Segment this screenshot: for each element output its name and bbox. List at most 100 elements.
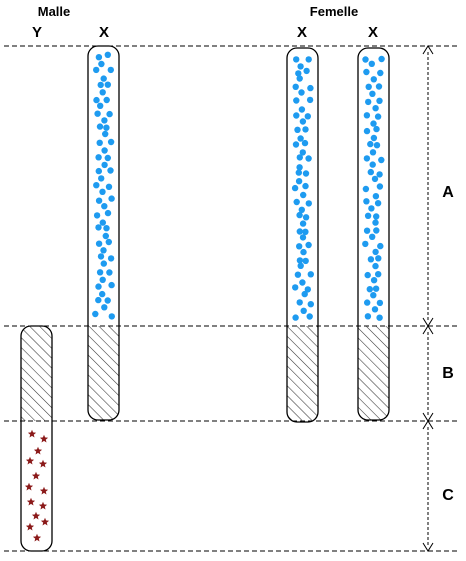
blue-dot: [375, 83, 383, 90]
blue-dot: [99, 276, 106, 283]
blue-dot: [362, 240, 369, 248]
blue-dot: [102, 232, 110, 240]
blue-dot: [292, 314, 299, 321]
red-star: [32, 533, 42, 542]
region-a-arrow: [422, 45, 434, 327]
blue-dot: [367, 140, 374, 148]
blue-dot: [108, 313, 116, 320]
blue-dot: [377, 242, 384, 250]
blue-dot: [293, 56, 300, 63]
blue-dot: [95, 296, 102, 304]
blue-dot: [367, 168, 374, 176]
blue-dot: [299, 279, 306, 286]
female-x-chromosome-label-1: X: [297, 24, 307, 41]
blue-dot: [373, 227, 380, 234]
blue-dot: [95, 154, 102, 161]
blue-dot: [291, 184, 299, 192]
blue-dot: [376, 183, 384, 190]
blue-dot: [296, 257, 304, 264]
red-star: [38, 459, 48, 468]
blue-dot: [302, 126, 309, 133]
blue-dot: [294, 271, 302, 278]
blue-dot: [375, 271, 382, 278]
blue-dot: [304, 113, 311, 120]
blue-dot: [97, 102, 104, 110]
blue-dot: [299, 118, 307, 125]
blue-dot: [107, 255, 115, 262]
blue-dot: [101, 147, 108, 154]
blue-dot: [93, 182, 100, 189]
blue-dot: [372, 248, 379, 256]
blue-dot: [370, 277, 378, 284]
female-x-chromosome-2: [357, 47, 390, 421]
blue-dot: [298, 106, 306, 113]
blue-dot: [306, 96, 314, 104]
blue-dot: [300, 248, 307, 256]
blue-dot: [305, 241, 312, 249]
red-star: [31, 511, 41, 520]
blue-dot: [373, 142, 381, 149]
blue-dot: [297, 135, 304, 142]
blue-dot: [107, 167, 114, 174]
blue-dot: [93, 96, 100, 104]
blue-dot: [373, 125, 380, 133]
blue-dot: [365, 83, 372, 91]
blue-dot: [292, 284, 299, 291]
blue-dot: [368, 60, 375, 67]
blue-dot: [369, 161, 376, 168]
red-star: [38, 501, 48, 510]
blue-dot: [305, 155, 312, 162]
blue-dot: [372, 105, 379, 112]
female-x-chromosome-2-dots: [362, 55, 385, 321]
blue-dot: [101, 161, 108, 169]
blue-dot: [299, 220, 307, 227]
blue-dot: [364, 212, 372, 219]
blue-dot: [378, 55, 385, 63]
blue-dot: [99, 219, 107, 226]
blue-dot: [100, 75, 107, 82]
blue-dot: [99, 188, 106, 195]
blue-dot: [376, 314, 383, 321]
red-star: [33, 446, 43, 455]
y-chromosome-label: Y: [32, 24, 42, 41]
red-star: [39, 486, 49, 495]
blue-dot: [296, 299, 303, 306]
blue-dot: [305, 56, 312, 63]
red-star: [25, 522, 35, 531]
blue-dot: [306, 313, 313, 320]
blue-dot: [104, 81, 112, 88]
blue-dot: [303, 67, 310, 75]
female-x-chromosome-1-dots: [291, 56, 314, 321]
blue-dot: [296, 228, 303, 235]
blue-dot: [365, 98, 372, 106]
blue-dot: [370, 292, 377, 299]
blue-dot: [376, 171, 383, 178]
blue-dot: [294, 126, 301, 133]
blue-dot: [372, 262, 379, 270]
male-label: Malle: [38, 4, 71, 19]
blue-dot: [371, 306, 379, 313]
blue-dot: [372, 219, 379, 226]
blue-dot: [293, 198, 300, 206]
red-star: [40, 517, 50, 526]
blue-dot: [96, 123, 104, 130]
blue-dot: [369, 149, 377, 156]
blue-dot: [292, 83, 299, 91]
female-x-chromosome-label-2: X: [368, 24, 378, 41]
blue-dot: [93, 212, 101, 219]
y-chromosome: [20, 325, 53, 552]
blue-dot: [101, 304, 108, 311]
blue-dot: [295, 178, 303, 185]
blue-dot: [101, 203, 108, 210]
blue-dot: [101, 117, 108, 124]
region-c-label: C: [442, 487, 454, 504]
red-star: [39, 434, 49, 443]
blue-dot: [104, 154, 112, 162]
blue-dot: [362, 185, 370, 193]
region-c-arrow: [422, 420, 434, 552]
blue-dot: [100, 260, 108, 267]
blue-dot: [104, 209, 112, 217]
blue-dot: [364, 271, 371, 279]
blue-dot: [371, 175, 379, 183]
